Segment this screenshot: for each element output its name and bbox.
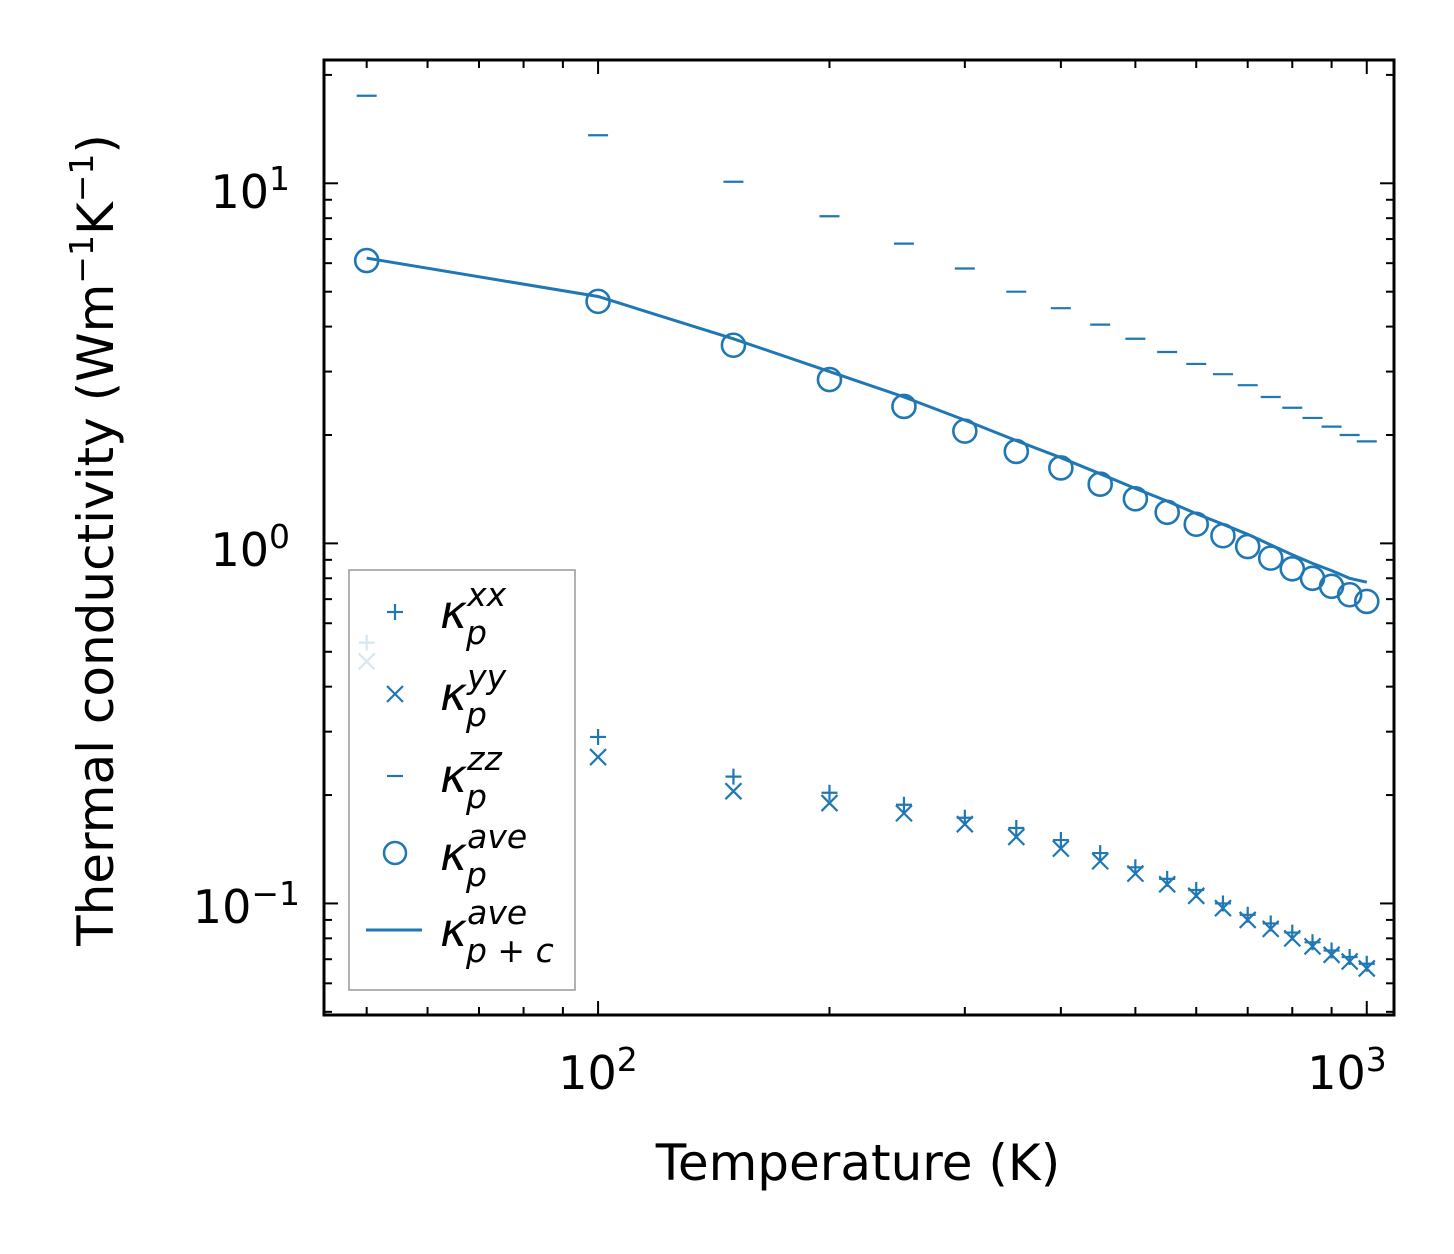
data-point-kappa_p^yy-850	[1303, 937, 1322, 956]
plot-frame	[322, 58, 1396, 1017]
series-kappa_p^ave	[353, 247, 1380, 615]
data-point-kappa_p^yy-550	[1158, 875, 1176, 894]
data-point-kappa_p^yy-200	[820, 794, 839, 812]
data-point-kappa_p^ave-900	[1318, 573, 1345, 600]
x-axis-title: Temperature (K)	[655, 1134, 1060, 1192]
legend-label-zz: κzz p	[440, 739, 502, 816]
data-point-kappa_p^ave-750	[1257, 545, 1284, 571]
y-tick-label-10: 101	[210, 159, 290, 219]
data-point-kappa_p^ave-950	[1336, 581, 1363, 608]
legend-label-yy: κyy p	[440, 657, 507, 734]
y-tick-label-0.1: 10−1	[193, 874, 300, 934]
x-tick-label-1000: 103	[1307, 1040, 1387, 1100]
legend-label-ave-pc: κave p + c	[440, 893, 554, 970]
data-point-kappa_p^yy-450	[1091, 852, 1109, 870]
legend-marker-yy	[386, 685, 404, 703]
data-point-kappa_p^xx-150	[725, 768, 742, 785]
data-point-kappa_p^yy-400	[1052, 839, 1070, 858]
plot-data	[353, 94, 1380, 978]
data-point-kappa_p^yy-750	[1261, 920, 1280, 938]
data-point-kappa_p^yy-300	[956, 815, 974, 833]
x-tick-label-100: 102	[558, 1040, 638, 1100]
legend-label-ave: κave p	[440, 817, 527, 894]
legend-marker-xx	[387, 604, 403, 620]
data-point-kappa_p^yy-650	[1214, 899, 1232, 917]
data-point-kappa_p^ave-800	[1279, 555, 1306, 582]
data-point-kappa_p^yy-700	[1238, 911, 1257, 929]
data-point-kappa_p^yy-900	[1322, 946, 1341, 964]
data-point-kappa_p^xx-200	[821, 784, 838, 801]
data-point-kappa_p^ave-150	[720, 332, 747, 359]
data-point-kappa_p^xx-400	[1052, 832, 1069, 849]
legend: κxx p κyy p κzz p κave p κave p + c	[348, 569, 576, 991]
data-point-kappa_p^xx-250	[895, 796, 912, 813]
y-tick-label-1: 100	[210, 517, 290, 577]
legend-frame	[348, 569, 576, 991]
data-point-kappa_p^ave-200	[816, 366, 843, 393]
data-point-kappa_p^xx-350	[1008, 820, 1025, 837]
data-point-kappa_p^ave-100	[585, 288, 611, 315]
data-point-kappa_p^yy-1000	[1357, 959, 1376, 978]
series-kappa_p+c^ave	[366, 256, 1368, 584]
data-point-kappa_p^ave-250	[891, 393, 917, 420]
data-point-kappa_p^yy-250	[895, 804, 913, 823]
data-point-kappa_p^xx-100	[590, 728, 607, 745]
data-point-kappa_p^yy-150	[724, 782, 743, 800]
series-line-kappa_p+c^ave	[366, 256, 1368, 584]
data-point-kappa_p^yy-800	[1283, 929, 1302, 948]
series-kappa_p^zz	[356, 94, 1377, 443]
legend-label-xx: κxx p	[440, 575, 507, 652]
data-point-kappa_p^yy-350	[1007, 828, 1026, 846]
data-point-kappa_p^xx-450	[1092, 845, 1109, 862]
series-kappa_p^yy	[357, 652, 1376, 978]
data-point-kappa_p^ave-1000	[1353, 588, 1380, 615]
data-point-kappa_p^yy-600	[1187, 887, 1206, 905]
data-point-kappa_p^yy-100	[589, 748, 607, 766]
y-axis-title: Thermal conductivity (Wm−1K−1)	[62, 134, 125, 947]
data-point-kappa_p^yy-950	[1340, 952, 1359, 971]
data-point-kappa_p^yy-500	[1126, 864, 1145, 883]
legend-marker-ave	[382, 840, 408, 866]
